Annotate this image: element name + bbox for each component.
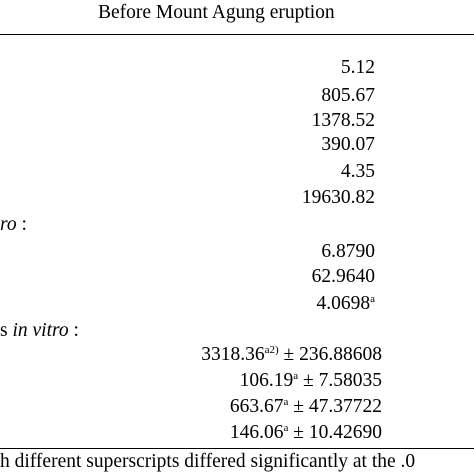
group2-value-3-number: 4.0698 xyxy=(316,293,371,314)
group3-row-2-pm: ± xyxy=(298,370,319,391)
group3-label-suffix: : xyxy=(68,320,79,341)
group3-row-4-sd: 10.42690 xyxy=(308,422,382,443)
group1-value-5: 4.35 xyxy=(340,161,375,182)
table-footnote: h different superscripts differed signif… xyxy=(0,451,416,472)
group3-row-4-superscript: a xyxy=(283,422,289,434)
group3-row-2: 106.19a ± 7.58035 xyxy=(240,370,382,392)
group3-row-3-value: 663.67 xyxy=(229,396,284,417)
group2-value-2: 62.9640 xyxy=(311,266,375,287)
group1-value-3: 1378.52 xyxy=(311,110,375,131)
group3-row-2-superscript: a xyxy=(293,370,299,382)
group3-row-1-sd: 236.88608 xyxy=(299,344,382,365)
group3-row-3-pm: ± xyxy=(288,396,309,417)
group3-row-1-pm: ± xyxy=(278,344,300,365)
group3-row-3-superscript: a xyxy=(283,396,289,408)
group3-row-4-value: 146.06 xyxy=(229,422,284,443)
header-rule xyxy=(0,34,474,35)
group3-row-4: 146.06a ± 10.42690 xyxy=(230,422,382,444)
group3-row-2-value: 106.19 xyxy=(239,370,294,391)
group2-value-1: 6.8790 xyxy=(321,241,375,262)
group3-row-2-sd: 7.58035 xyxy=(318,370,382,391)
group1-value-1: 5.12 xyxy=(340,57,375,78)
group3-row-1-superscript: a2) xyxy=(264,344,279,356)
group3-row-4-pm: ± xyxy=(288,422,309,443)
group2-label-italic: ro xyxy=(0,214,17,235)
group3-row-3-sd: 47.37722 xyxy=(308,396,382,417)
group3-row-1: 3318.36a2) ± 236.88608 xyxy=(201,344,382,366)
group3-label: s in vitro : xyxy=(0,320,79,342)
group1-value-6: 19630.82 xyxy=(301,187,375,208)
group1-value-4: 390.07 xyxy=(321,134,375,155)
group3-label-italic: in vitro xyxy=(12,320,69,341)
column-header: Before Mount Agung eruption xyxy=(98,2,335,23)
group2-value-3-superscript: a xyxy=(370,293,375,305)
group2-label-suffix: : xyxy=(16,214,27,235)
group3-row-1-value: 3318.36 xyxy=(201,344,265,365)
group3-label-prefix: s xyxy=(0,320,13,341)
footer-rule xyxy=(0,448,474,449)
group1-value-2: 805.67 xyxy=(321,85,375,106)
group2-label: ro : xyxy=(0,214,27,236)
group3-row-3: 663.67a ± 47.37722 xyxy=(230,396,382,418)
group2-value-3: 4.0698a xyxy=(316,293,375,315)
